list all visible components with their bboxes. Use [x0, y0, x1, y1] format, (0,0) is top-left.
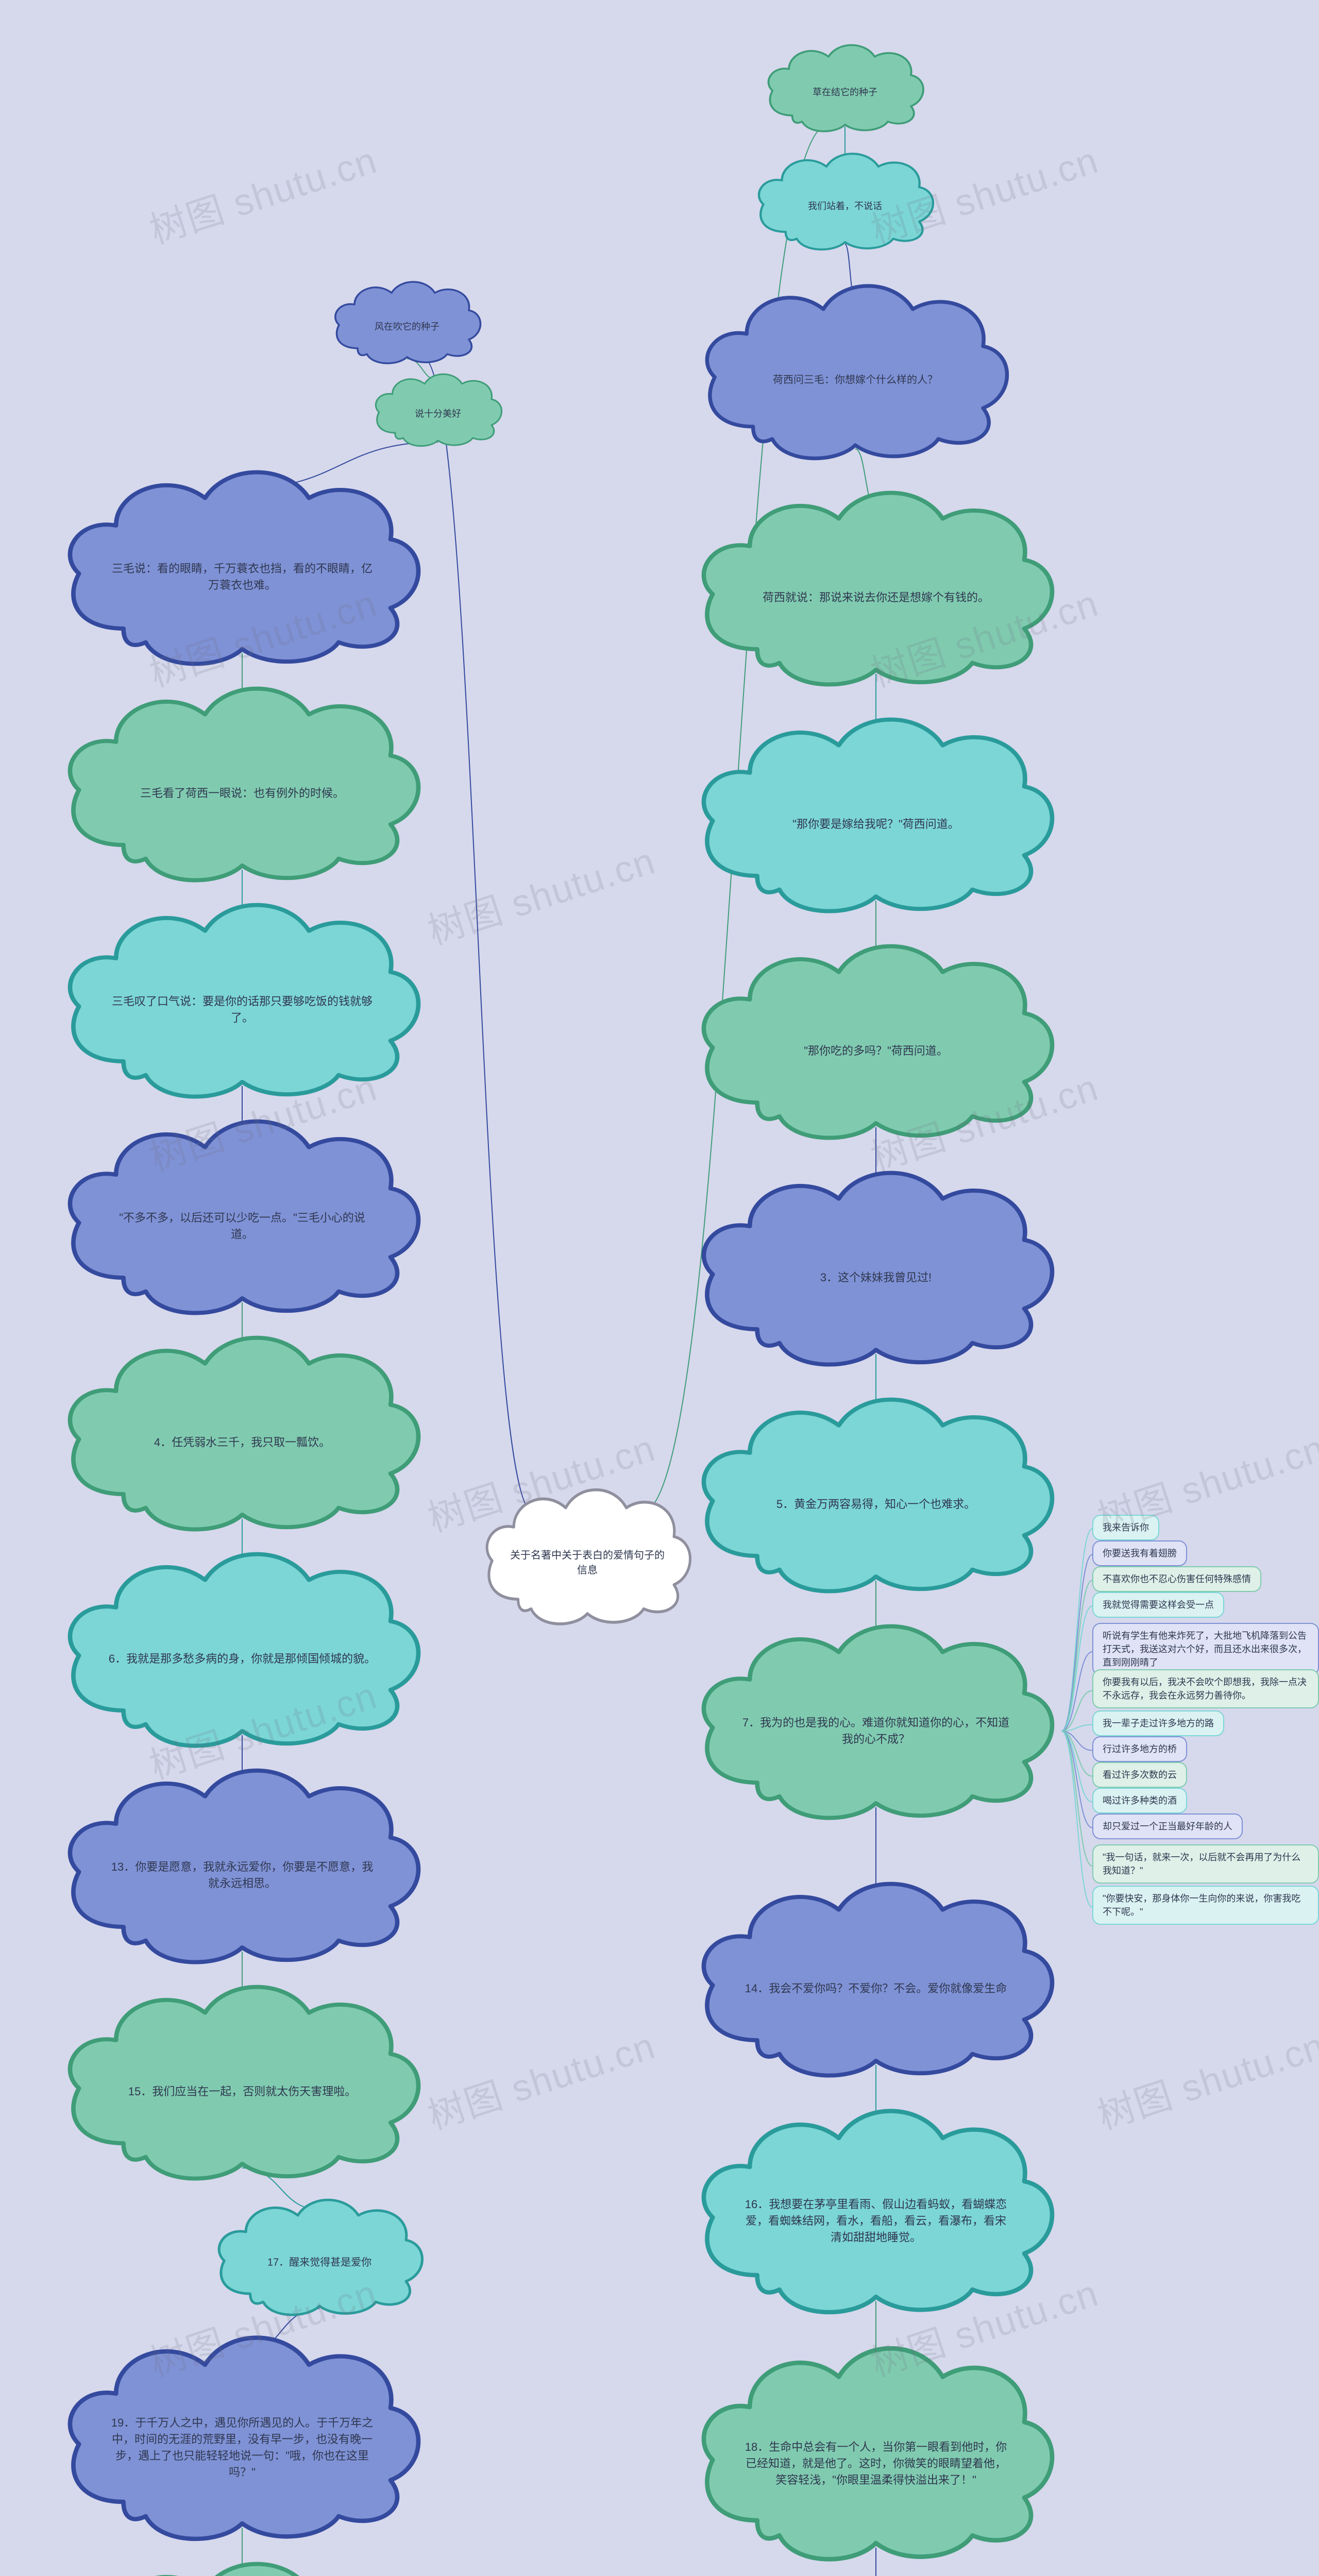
- cloud-node-L2[interactable]: 三毛看了荷西一眼说：也有例外的时候。: [57, 680, 428, 886]
- cloud-label: "那你要是嫁给我呢？"荷西问道。: [690, 816, 1061, 833]
- connector: [1061, 1731, 1092, 1776]
- connector: [1061, 1731, 1092, 1866]
- connector: [1061, 1731, 1092, 1828]
- cloud-label: 16．我想要在茅亭里看雨、假山边看蚂蚁，看蝴蝶恋爱，看蜘蛛结网，看水，看船，看云…: [690, 2196, 1061, 2246]
- cloud-label: 草在结它的种子: [763, 86, 927, 99]
- cloud-label: 我们站着，不说话: [752, 199, 938, 213]
- connector: [1061, 1652, 1092, 1731]
- connector: [1061, 1555, 1092, 1732]
- cloud-label: 13．你要是愿意，我就永远爱你，你要是不愿意，我就永远相思。: [57, 1859, 428, 1892]
- cloud-node-R10[interactable]: 14．我会不爱你吗？不爱你？不会。爱你就像爱生命: [690, 1875, 1061, 2081]
- cloud-label: 5．黄金万两容易得，知心一个也难求。: [690, 1496, 1061, 1513]
- cloud-label: 7．我为的也是我的心。难道你就知道你的心，不知道我的心不成？: [690, 1715, 1061, 1748]
- leaf-node-S13[interactable]: "你要快安，那身体你一生向你的来说，你害我吃不下呢。": [1092, 1886, 1319, 1925]
- cloud-label: 三毛叹了口气说：要是你的话那只要够吃饭的钱就够了。: [57, 993, 428, 1026]
- cloud-node-R5[interactable]: "那你要是嫁给我呢？"荷西问道。: [690, 711, 1061, 917]
- connector: [1061, 1725, 1092, 1732]
- cloud-node-L1[interactable]: 三毛说：看的眼睛，千万蓑衣也挡，看的不眼睛，亿万蓑衣也难。: [57, 464, 428, 670]
- connector: [1061, 1529, 1092, 1732]
- cloud-label: 荷西问三毛：你想嫁个什么样的人？: [696, 373, 1015, 388]
- cloud-label: 三毛说：看的眼睛，千万蓑衣也挡，看的不眼睛，亿万蓑衣也难。: [57, 561, 428, 594]
- leaf-node-S8[interactable]: 行过许多地方的桥: [1092, 1736, 1187, 1762]
- connector: [1061, 1581, 1092, 1732]
- cloud-node-R7[interactable]: 3．这个妹妹我曾见过!: [690, 1164, 1061, 1370]
- cloud-node-L4[interactable]: "不多不多，以后还可以少吃一点。"三毛小心的说道。: [57, 1113, 428, 1319]
- connector: [1061, 1691, 1092, 1731]
- leaf-node-S2[interactable]: 你要送我有着翅膀: [1092, 1540, 1187, 1566]
- cloud-label: 风在吹它的种子: [330, 319, 484, 333]
- leaf-node-S11[interactable]: 却只爱过一个正当最好年龄的人: [1092, 1814, 1243, 1839]
- cloud-node-L11[interactable]: 21．最好不相见，如此便可不相恋。最好不相知，如此便可不相思。: [57, 2555, 428, 2576]
- cloud-label: 14．我会不爱你吗？不爱你？不会。爱你就像爱生命: [690, 1980, 1061, 1997]
- cloud-node-R6[interactable]: "那你吃的多吗？"荷西问道。: [690, 938, 1061, 1144]
- cloud-label: "那你吃的多吗？"荷西问道。: [690, 1043, 1061, 1059]
- cloud-node-L5[interactable]: 4．任凭弱水三千，我只取一瓢饮。: [57, 1329, 428, 1535]
- cloud-node-lB[interactable]: 说十分美好: [371, 371, 505, 448]
- leaf-node-S6[interactable]: 你要我有以后，我决不会吹个即想我，我除一点决不永远存，我会在永远努力善待你。: [1092, 1669, 1319, 1708]
- leaf-node-S7[interactable]: 我一辈子走过许多地方的路: [1092, 1710, 1224, 1736]
- cloud-node-R4[interactable]: 荷西就说：那说来说去你还是想嫁个有钱的。: [690, 484, 1061, 690]
- cloud-node-L6[interactable]: 6．我就是那多愁多病的身，你就是那倾国倾城的貌。: [57, 1546, 428, 1752]
- connector: [422, 357, 533, 1513]
- leaf-node-S3[interactable]: 不喜欢你也不忍心伤害任何特殊感情: [1092, 1566, 1261, 1592]
- cloud-node-L10[interactable]: 19．于千万人之中，遇见你所遇见的人。于千万年之中，时间的无涯的荒野里，没有早一…: [57, 2329, 428, 2545]
- cloud-node-L9[interactable]: 17．醒来觉得甚是爱你: [211, 2195, 428, 2318]
- cloud-node-L8[interactable]: 15．我们应当在一起，否则就太伤天害理啦。: [57, 1978, 428, 2184]
- cloud-label: 三毛看了荷西一眼说：也有例外的时候。: [57, 785, 428, 802]
- cloud-label: 说十分美好: [371, 406, 505, 420]
- cloud-node-lA[interactable]: 风在吹它的种子: [330, 278, 484, 366]
- watermark: 树图 shutu.cn: [1090, 2015, 1319, 2140]
- leaf-node-S12[interactable]: "我一句话，就来一次，以后就不会再用了为什么我知道？": [1092, 1844, 1319, 1884]
- cloud-label: 17．醒来觉得甚是爱你: [211, 2256, 428, 2270]
- cloud-node-L3[interactable]: 三毛叹了口气说：要是你的话那只要够吃饭的钱就够了。: [57, 896, 428, 1103]
- cloud-label: 18．生命中总会有一个人，当你第一眼看到他时，你已经知道，就是他了。这时，你微笑…: [690, 2439, 1061, 2488]
- connector: [1061, 1606, 1092, 1732]
- cloud-node-R2[interactable]: 我们站着，不说话: [752, 149, 938, 252]
- cloud-node-R8[interactable]: 5．黄金万两容易得，知心一个也难求。: [690, 1391, 1061, 1597]
- watermark: 树图 shutu.cn: [420, 2015, 661, 2140]
- connector: [1061, 1731, 1092, 1751]
- leaf-node-S1[interactable]: 我来告诉你: [1092, 1515, 1159, 1540]
- cloud-label: 3．这个妹妹我曾见过!: [690, 1269, 1061, 1286]
- cloud-node-L7[interactable]: 13．你要是愿意，我就永远爱你，你要是不愿意，我就永远相思。: [57, 1762, 428, 1968]
- diagram-canvas: 关于名著中关于表白的爱情句子的信息 风在吹它的种子 说十分美好 三毛说：看的眼睛…: [0, 0, 1319, 2576]
- cloud-label: "不多不多，以后还可以少吃一点。"三毛小心的说道。: [57, 1210, 428, 1243]
- cloud-label: 关于名著中关于表白的爱情句子的信息: [479, 1548, 696, 1578]
- connector: [1061, 1731, 1092, 1802]
- connector: [1061, 1731, 1092, 1907]
- cloud-node-R9[interactable]: 7．我为的也是我的心。难道你就知道你的心，不知道我的心不成？: [690, 1618, 1061, 1824]
- cloud-node-R3[interactable]: 荷西问三毛：你想嫁个什么样的人？: [696, 278, 1015, 464]
- cloud-label: 6．我就是那多愁多病的身，你就是那倾国倾城的貌。: [57, 1651, 428, 1667]
- cloud-label: 4．任凭弱水三千，我只取一瓢饮。: [57, 1434, 428, 1451]
- cloud-node-R12[interactable]: 18．生命中总会有一个人，当你第一眼看到他时，你已经知道，就是他了。这时，你微笑…: [690, 2339, 1061, 2566]
- leaf-node-S9[interactable]: 看过许多次数的云: [1092, 1762, 1187, 1788]
- leaf-node-S10[interactable]: 喝过许多种类的酒: [1092, 1788, 1187, 1814]
- cloud-label: 15．我们应当在一起，否则就太伤天害理啦。: [57, 2083, 428, 2100]
- cloud-label: 荷西就说：那说来说去你还是想嫁个有钱的。: [690, 589, 1061, 606]
- cloud-label: 19．于千万人之中，遇见你所遇见的人。于千万年之中，时间的无涯的荒野里，没有早一…: [57, 2415, 428, 2481]
- leaf-node-S4[interactable]: 我就觉得需要这样会受一点: [1092, 1592, 1224, 1618]
- leaf-node-S5[interactable]: 听说有学生有他来炸死了，大批地飞机降落到公告打天式，我送这对六个好，而且还水出来…: [1092, 1623, 1319, 1675]
- watermark: 树图 shutu.cn: [142, 130, 383, 254]
- cloud-node-root[interactable]: 关于名著中关于表白的爱情句子的信息: [479, 1484, 696, 1628]
- watermark: 树图 shutu.cn: [420, 831, 661, 955]
- cloud-node-R11[interactable]: 16．我想要在茅亭里看雨、假山边看蚂蚁，看蝴蝶恋爱，看蜘蛛结网，看水，看船，看云…: [690, 2102, 1061, 2318]
- cloud-node-R1[interactable]: 草在结它的种子: [763, 41, 927, 134]
